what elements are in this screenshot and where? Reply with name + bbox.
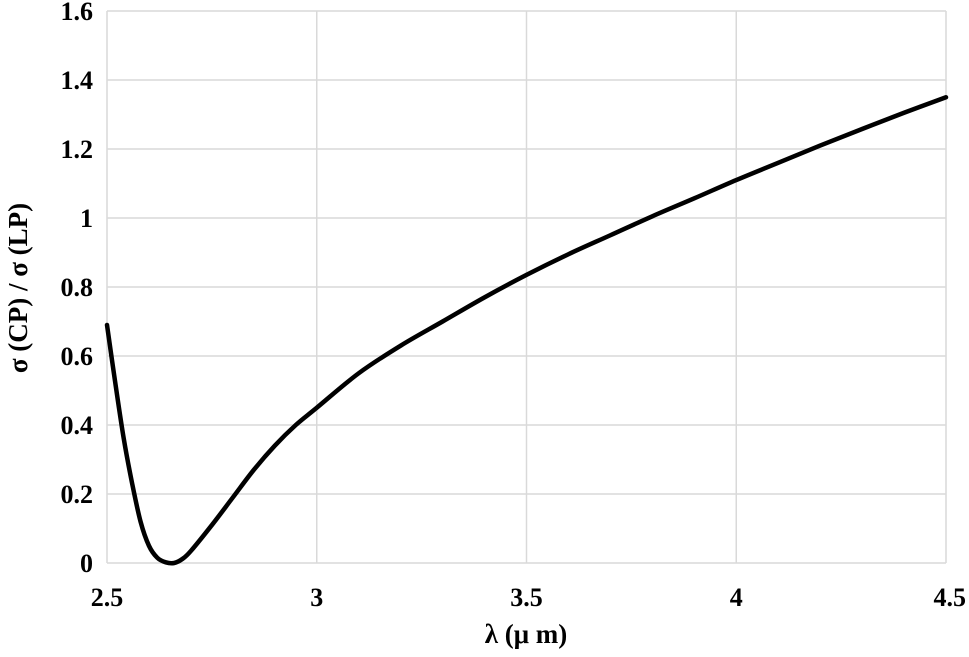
x-tick-label: 2.5 bbox=[91, 583, 124, 612]
x-tick-label: 3 bbox=[310, 583, 323, 612]
y-tick-label: 0.6 bbox=[61, 342, 94, 371]
y-axis-title: σ (CP) / σ (LP) bbox=[3, 203, 33, 373]
y-tick-label: 0.8 bbox=[61, 273, 94, 302]
grid bbox=[106, 10, 947, 564]
series-line bbox=[104, 95, 949, 566]
x-tick-label: 4.5 bbox=[934, 583, 967, 612]
y-tick-label: 1.4 bbox=[61, 66, 94, 95]
y-tick-label: 0 bbox=[80, 549, 93, 578]
series-layer bbox=[104, 95, 949, 566]
x-tick-label: 3.5 bbox=[510, 583, 543, 612]
y-tick-label: 0.4 bbox=[61, 411, 94, 440]
y-tick-label: 1.6 bbox=[61, 0, 94, 26]
y-tick-labels: 0 0.2 0.4 0.6 0.8 1 1.2 1.4 1.6 bbox=[61, 0, 94, 578]
x-tick-label: 4 bbox=[730, 583, 743, 612]
x-tick-labels: 2.5 3 3.5 4 4.5 bbox=[91, 583, 966, 612]
y-tick-label: 0.2 bbox=[61, 480, 94, 509]
x-axis-title: λ (μ m) bbox=[485, 619, 568, 649]
y-tick-label: 1 bbox=[80, 204, 93, 233]
y-tick-label: 1.2 bbox=[61, 135, 94, 164]
